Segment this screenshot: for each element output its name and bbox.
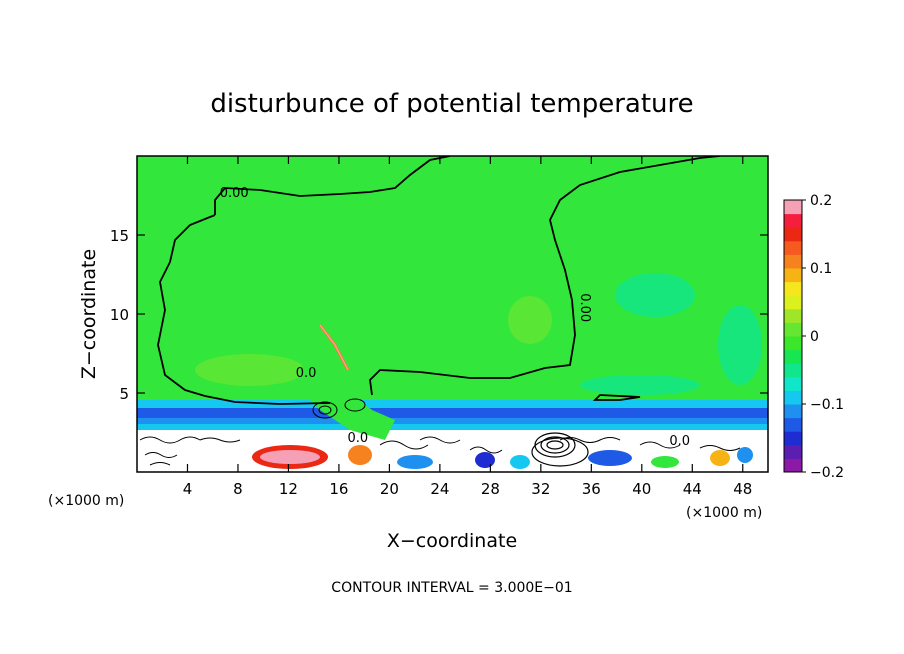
colorbar-segment (784, 200, 802, 215)
contour-label: 0.0 (669, 434, 690, 449)
field-blob (588, 450, 632, 466)
field-blob (710, 450, 730, 466)
x-tick-label: 8 (233, 480, 243, 498)
contour-interval-note: CONTOUR INTERVAL = 3.000E−01 (331, 580, 572, 596)
colorbar-segment (784, 308, 802, 323)
field-blob (260, 450, 320, 464)
colorbar-tick-label: −0.2 (810, 465, 844, 481)
contour-label: 0.00 (577, 293, 592, 322)
plume-edge (319, 324, 349, 371)
colorbar-segment (784, 240, 802, 255)
field-band (137, 408, 768, 418)
colorbar-segment (784, 295, 802, 310)
y-tick-label: 15 (110, 227, 129, 245)
x-unit-right: (×1000 m) (686, 505, 762, 521)
field-patch (615, 273, 695, 317)
colorbar-segment (784, 458, 802, 473)
zero-contour (157, 156, 721, 405)
x-tick-label: 28 (481, 480, 500, 498)
colorbar-tick-label: 0 (810, 329, 819, 345)
colorbar-segment (784, 444, 802, 459)
field-band (137, 424, 768, 430)
colorbar-segment (784, 404, 802, 419)
field-patch (580, 375, 700, 395)
x-axis: 4 8 12 16 20 24 28 32 36 40 44 48 (183, 156, 752, 498)
x-tick-label: 24 (430, 480, 449, 498)
contour-lines (139, 436, 741, 466)
x-axis-label: X−coordinate (387, 530, 517, 552)
colorbar-segment (784, 390, 802, 405)
field-patch (195, 354, 305, 386)
colorbar-segment (784, 417, 802, 432)
colorbar-tick-label: −0.1 (810, 397, 844, 413)
field-blob (510, 455, 530, 469)
x-tick-label: 44 (683, 480, 702, 498)
contour-cluster (531, 432, 589, 467)
y-axis: 5 10 15 (110, 227, 768, 403)
contour-labels: 0.00 0.00 0.0 0.0 0.0 (220, 186, 690, 449)
colorbar-segment (784, 376, 802, 391)
field-blob (651, 456, 679, 468)
x-unit-left: (×1000 m) (48, 493, 124, 509)
plume (300, 325, 395, 440)
chart-title: disturbunce of potential temperature (210, 89, 693, 119)
colorbar-tick-label: 0.2 (810, 193, 832, 209)
field-blob (475, 452, 495, 468)
colorbar-segment (784, 268, 802, 283)
field-blob (737, 447, 753, 463)
colorbar-segment (784, 336, 802, 351)
x-tick-label: 48 (733, 480, 752, 498)
plot-area (137, 156, 768, 472)
contour-label: 0.0 (296, 366, 317, 381)
colorbar-segment (784, 254, 802, 269)
contour-label: 0.00 (220, 186, 249, 201)
colorbar-segment (784, 281, 802, 296)
field-band (137, 418, 768, 424)
field-patch (508, 296, 552, 344)
colorbar: 0.2 0.1 0 −0.1 −0.2 (783, 193, 844, 481)
x-tick-label: 36 (582, 480, 601, 498)
field-blob (397, 455, 433, 469)
y-axis-label: Z−coordinate (78, 249, 100, 379)
x-tick-label: 20 (380, 480, 399, 498)
colorbar-segment (784, 213, 802, 228)
x-tick-label: 16 (329, 480, 348, 498)
contour-label: 0.0 (348, 431, 369, 446)
field-band (137, 400, 768, 408)
contour-cluster (312, 398, 366, 419)
colorbar-segment (784, 431, 802, 446)
colorbar-tick-label: 0.1 (810, 261, 832, 277)
x-tick-label: 12 (279, 480, 298, 498)
x-tick-label: 32 (531, 480, 550, 498)
y-tick-label: 5 (119, 385, 129, 403)
y-tick-label: 10 (110, 306, 129, 324)
colorbar-segment (784, 349, 802, 364)
colorbar-segment (784, 322, 802, 337)
colorbar-segment (784, 227, 802, 242)
colorbar-segment (784, 363, 802, 378)
x-tick-label: 4 (183, 480, 193, 498)
field-patch (718, 305, 762, 385)
x-tick-label: 40 (632, 480, 651, 498)
field-blob (348, 445, 372, 465)
